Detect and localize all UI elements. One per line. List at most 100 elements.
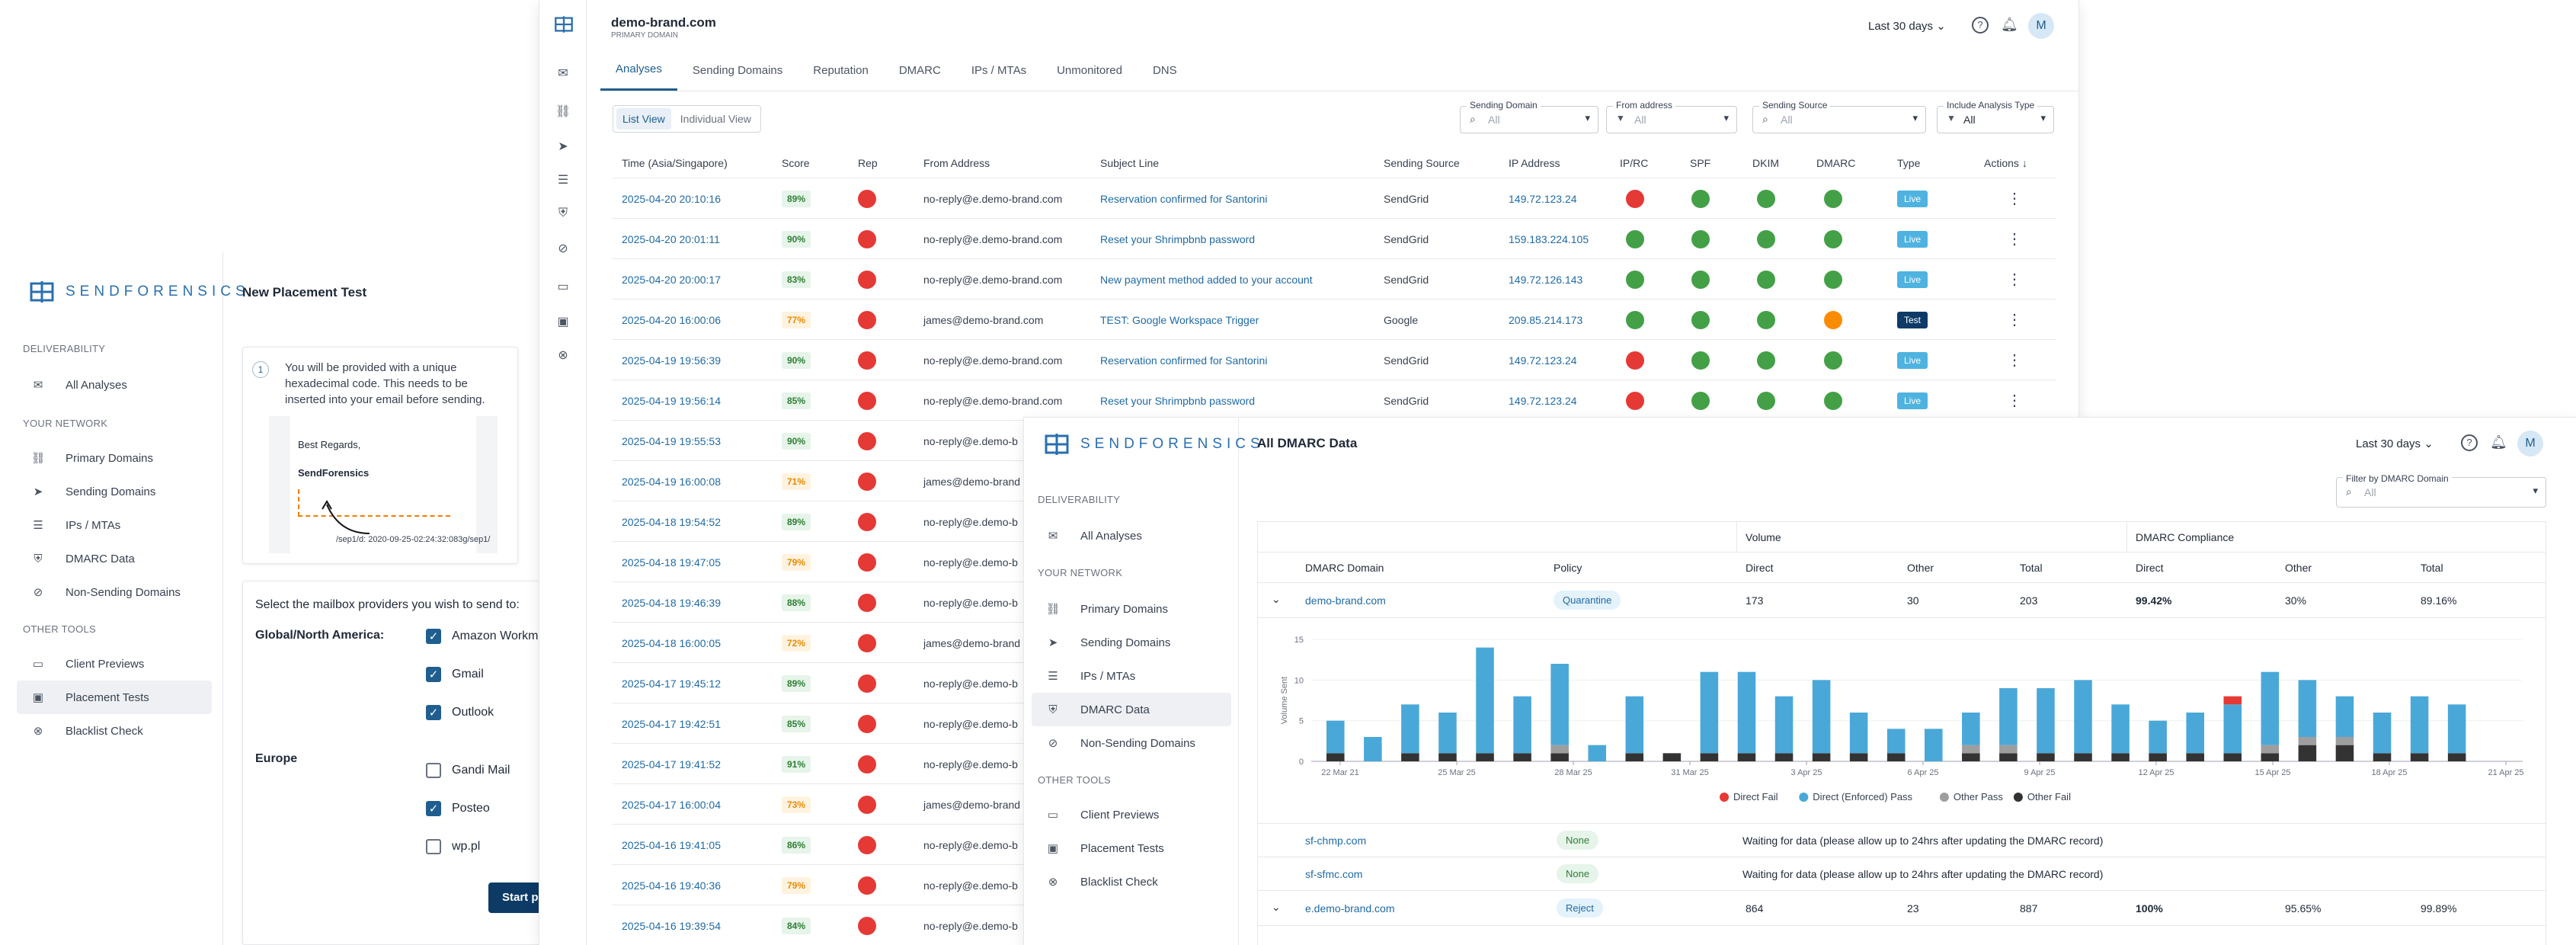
col-score[interactable]: Score: [782, 157, 810, 169]
table-row[interactable]: 2025-04-20 20:01:11 90% no-reply@e.demo-br…: [613, 219, 2056, 259]
brand-logo[interactable]: SENDFORENSICS: [29, 280, 250, 303]
sidebar-item-all-analyses[interactable]: ✉ All Analyses: [17, 368, 212, 402]
sidebar-item-sending-domains[interactable]: ➤ Sending Domains: [1032, 626, 1231, 659]
time-link[interactable]: 2025-04-20 20:10:16: [622, 192, 721, 205]
col-subject[interactable]: Subject Line: [1100, 157, 1160, 169]
col-dkim[interactable]: DKIM: [1752, 157, 1779, 169]
send-icon[interactable]: ➤: [558, 140, 568, 153]
sidebar-item-blacklist-check[interactable]: ⊗ Blacklist Check: [17, 714, 212, 748]
sidebar-item-blacklist-check[interactable]: ⊗ Blacklist Check: [1032, 865, 1231, 899]
tab-reputation[interactable]: Reputation: [813, 63, 869, 77]
tab-sending-domains[interactable]: Sending Domains: [692, 63, 783, 77]
sidebar-item-non-sending-domains[interactable]: ⊘ Non-Sending Domains: [17, 575, 212, 609]
ip-link[interactable]: 159.183.224.105: [1509, 232, 1589, 245]
brand-logo[interactable]: SENDFORENSICS: [1044, 433, 1265, 456]
table-row[interactable]: 2025-04-19 19:56:39 90% no-reply@e.demo-br…: [613, 340, 2056, 380]
time-link[interactable]: 2025-04-20 20:00:17: [622, 273, 721, 286]
col-c-total[interactable]: Total: [2421, 562, 2443, 574]
inbox-icon[interactable]: ▣: [557, 316, 569, 328]
bell-icon[interactable]: 🔔︎: [2490, 434, 2507, 450]
more-actions-icon[interactable]: ⋮: [2007, 392, 2022, 409]
checkbox-checked[interactable]: ✓: [426, 629, 441, 644]
table-row[interactable]: 2025-04-16 19:39:54 84% no-reply@e.demo-b: [613, 905, 2056, 945]
subject-link[interactable]: Reset your Shrimpbnb password: [1100, 394, 1256, 407]
sidebar-item-ips-mtas[interactable]: ☰ IPs / MTAs: [17, 508, 212, 542]
block-icon[interactable]: ⊗: [558, 349, 568, 362]
col-time[interactable]: Time (Asia/Singapore): [622, 157, 728, 169]
time-link[interactable]: 2025-04-16 19:40:36: [622, 879, 721, 892]
tab-dns[interactable]: DNS: [1152, 63, 1177, 77]
col-source[interactable]: Sending Source: [1384, 157, 1460, 169]
network-icon[interactable]: ⛓: [555, 105, 571, 118]
checkbox-unchecked[interactable]: [426, 839, 441, 854]
start-button[interactable]: Start p: [488, 883, 548, 913]
checkbox-checked[interactable]: ✓: [426, 705, 441, 720]
time-link[interactable]: 2025-04-20 16:00:06: [622, 313, 721, 326]
tab-unmonitored[interactable]: Unmonitored: [1057, 63, 1122, 77]
time-link[interactable]: 2025-04-17 19:45:12: [622, 677, 721, 690]
brand-mark-icon[interactable]: [554, 15, 574, 34]
mail-icon[interactable]: ✉: [558, 67, 568, 80]
time-link[interactable]: 2025-04-20 20:01:11: [622, 232, 720, 245]
time-link[interactable]: 2025-04-16 19:41:05: [622, 838, 721, 851]
tab-dmarc[interactable]: DMARC: [898, 63, 941, 77]
more-actions-icon[interactable]: ⋮: [2007, 231, 2022, 248]
sidebar-item-primary-domains[interactable]: ⛓ Primary Domains: [17, 441, 212, 475]
date-range-select[interactable]: Last 30 days ⌄: [1868, 19, 1946, 33]
sidebar-item-placement-tests[interactable]: ▣ Placement Tests: [17, 681, 212, 714]
more-actions-icon[interactable]: ⋮: [2007, 271, 2022, 288]
sidebar-item-non-sending-domains[interactable]: ⊘ Non-Sending Domains: [1032, 726, 1231, 760]
help-icon[interactable]: ?: [2461, 434, 2478, 451]
ip-link[interactable]: 149.72.123.24: [1509, 192, 1577, 205]
time-link[interactable]: 2025-04-18 16:00:05: [622, 636, 721, 649]
time-link[interactable]: 2025-04-17 16:00:04: [622, 798, 721, 811]
col-iprc[interactable]: IP/RC: [1620, 157, 1649, 169]
time-link[interactable]: 2025-04-19 19:55:53: [622, 434, 721, 447]
col-actions[interactable]: Actions ↓: [1984, 148, 2027, 178]
col-type[interactable]: Type: [1897, 157, 1921, 169]
col-c-other[interactable]: Other: [2285, 562, 2312, 574]
time-link[interactable]: 2025-04-19 19:56:39: [622, 354, 721, 367]
time-link[interactable]: 2025-04-18 19:54:52: [622, 515, 721, 528]
col-v-total[interactable]: Total: [2020, 562, 2043, 574]
sidebar-item-sending-domains[interactable]: ➤ Sending Domains: [17, 475, 212, 508]
provider-wp[interactable]: wp.pl: [426, 839, 480, 854]
time-link[interactable]: 2025-04-16 19:39:54: [622, 919, 721, 932]
dmarc-row[interactable]: sf-chmp.com None Waiting for data (pleas…: [1258, 824, 2546, 857]
dmarc-domain-link[interactable]: e.demo-brand.com: [1305, 902, 1395, 915]
sidebar-item-client-previews[interactable]: ▭ Client Previews: [17, 647, 212, 681]
dmarc-row[interactable]: sf-sfmc.com None Waiting for data (pleas…: [1258, 857, 2546, 891]
time-link[interactable]: 2025-04-17 19:42:51: [622, 717, 721, 730]
dmarc-domain-link[interactable]: sf-sfmc.com: [1305, 868, 1363, 880]
avatar[interactable]: M: [2028, 13, 2054, 39]
col-rep[interactable]: Rep: [858, 157, 878, 169]
sidebar-item-placement-tests[interactable]: ▣ Placement Tests: [1032, 831, 1231, 865]
tab-analyses[interactable]: Analyses: [600, 50, 677, 91]
dmarc-domain-link[interactable]: sf-chmp.com: [1305, 834, 1367, 847]
bell-icon[interactable]: 🔔︎: [2001, 17, 2018, 32]
provider-outlook[interactable]: ✓ Outlook: [426, 705, 494, 720]
tab-ips-mtas[interactable]: IPs / MTAs: [971, 63, 1027, 77]
sidebar-item-client-previews[interactable]: ▭ Client Previews: [1032, 798, 1231, 831]
send-off-icon[interactable]: ⊘: [558, 242, 568, 255]
time-link[interactable]: 2025-04-18 19:46:39: [622, 596, 721, 609]
subject-link[interactable]: Reservation confirmed for Santorini: [1100, 192, 1268, 205]
col-domain[interactable]: DMARC Domain: [1305, 562, 1384, 574]
subject-link[interactable]: Reservation confirmed for Santorini: [1100, 354, 1268, 367]
sidebar-item-ips-mtas[interactable]: ☰ IPs / MTAs: [1032, 659, 1231, 693]
collapse-chevron-icon[interactable]: ⌄: [1272, 593, 1281, 605]
col-c-direct[interactable]: Direct: [2136, 562, 2164, 574]
provider-amazon[interactable]: ✓ Amazon Workm: [426, 629, 539, 644]
individual-view-button[interactable]: Individual View: [680, 113, 751, 125]
from-address-filter[interactable]: From address ▼ All ▾: [1606, 100, 1737, 133]
checkbox-unchecked[interactable]: [426, 763, 441, 778]
analysis-type-filter[interactable]: Include Analysis Type ▼ All ▾: [1937, 100, 2054, 133]
monitor-icon[interactable]: ▭: [557, 280, 569, 293]
col-spf[interactable]: SPF: [1690, 157, 1711, 169]
list-view-button[interactable]: List View: [616, 108, 671, 130]
subject-link[interactable]: TEST: Google Workspace Trigger: [1100, 313, 1259, 326]
time-link[interactable]: 2025-04-18 19:47:05: [622, 556, 721, 569]
ip-link[interactable]: 149.72.126.143: [1509, 273, 1583, 286]
time-link[interactable]: 2025-04-17 19:41:52: [622, 758, 721, 770]
more-actions-icon[interactable]: ⋮: [2007, 312, 2022, 328]
